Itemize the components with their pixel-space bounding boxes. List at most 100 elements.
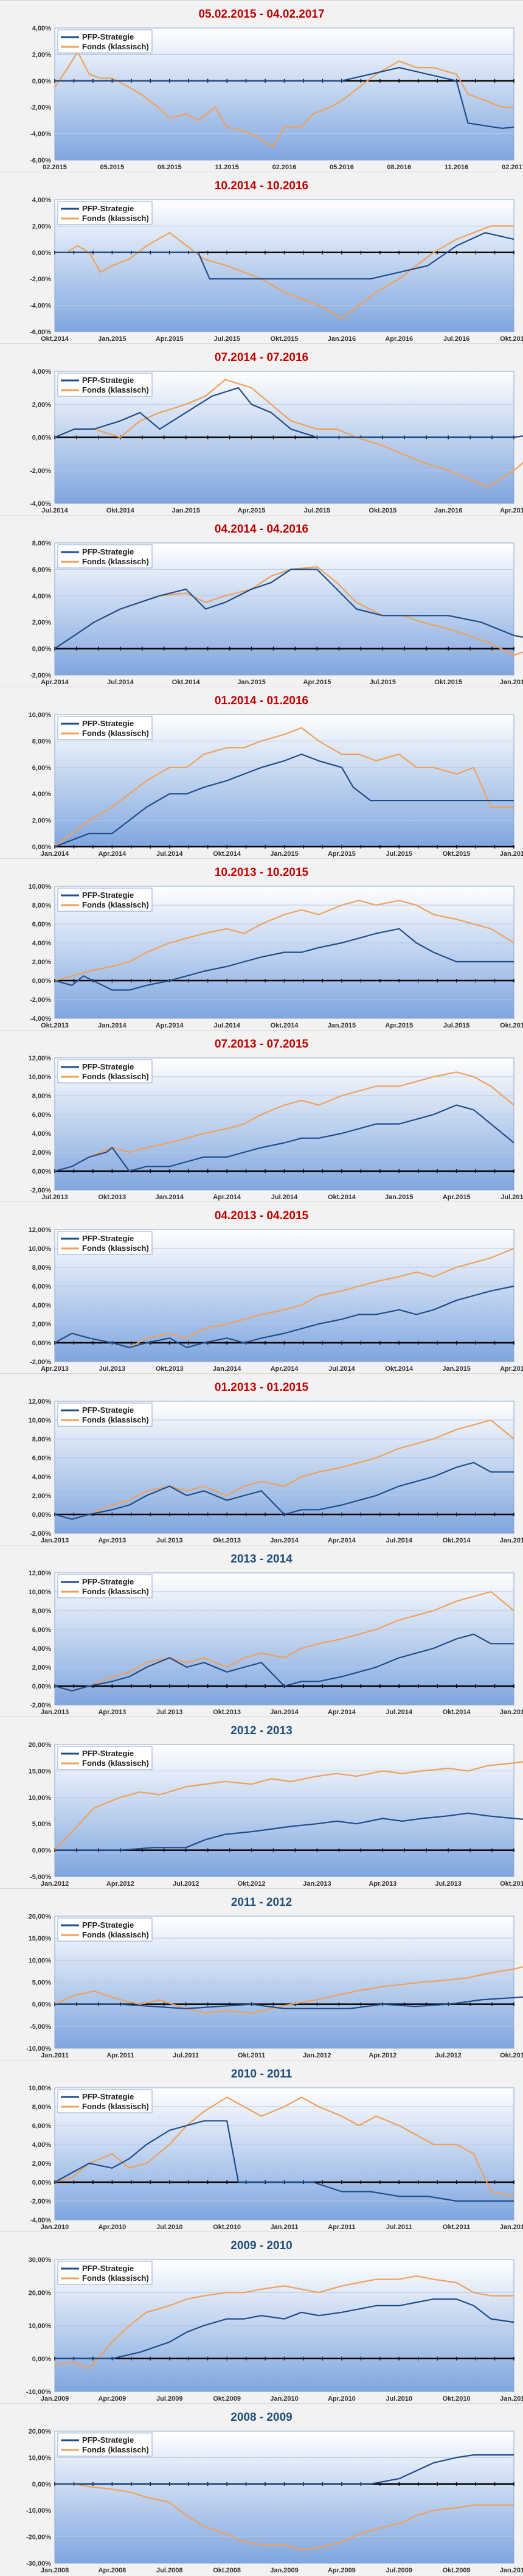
y-tick-label: 4,00% xyxy=(32,1645,51,1653)
y-tick-label: 6,00% xyxy=(32,1455,51,1462)
x-tick-label: Jan.2010 xyxy=(41,2224,69,2231)
x-tick-label: Okt.2015 xyxy=(500,1022,523,1029)
x-tick-label: Jan.2016 xyxy=(500,850,523,858)
legend-label: PFP-Strategie xyxy=(82,204,134,213)
chart-panel: 07.2013 - 07.2015 12,00% 10,00% 8,00% 6,00% 4… xyxy=(0,1030,523,1202)
chart-title: 07.2013 - 07.2015 xyxy=(214,1038,309,1051)
legend-label: Fonds (klassisch) xyxy=(82,385,149,394)
x-tick-label: Jul.2014 xyxy=(213,1022,240,1029)
y-tick-label: 2,00% xyxy=(32,1493,51,1500)
y-tick-label: 4,00% xyxy=(32,2141,51,2149)
chart-title: 2011 - 2012 xyxy=(230,1896,293,1909)
y-tick-label: 8,00% xyxy=(32,540,51,547)
series-line-strategy xyxy=(55,1812,523,1851)
chart-title: 01.2013 - 01.2015 xyxy=(214,1381,309,1394)
x-tick-label: Jul.2013 xyxy=(99,1365,125,1373)
x-tick-label: Jul.2015 xyxy=(500,1194,523,1201)
x-tick-label: Okt.2012 xyxy=(500,2052,523,2059)
chart-svg: 10,00% 8,00% 6,00% 4,00% 2,00% 0,00% -2,00% -4,… xyxy=(29,883,523,1029)
x-tick-label: Apr.2015 xyxy=(500,1365,523,1373)
x-tick-label: Okt.2013 xyxy=(213,1709,241,1716)
x-tick-label: 08.2016 xyxy=(387,164,411,171)
x-tick-label: Jul.2014 xyxy=(107,679,134,686)
y-tick-label: 2,00% xyxy=(32,401,51,408)
x-tick-label: Jan.2014 xyxy=(98,1022,126,1029)
x-tick-label: Okt.2015 xyxy=(443,850,471,858)
legend-label: PFP-Strategie xyxy=(82,719,134,728)
y-tick-label: 0,00% xyxy=(32,78,51,85)
y-tick-label: 10,00% xyxy=(29,883,52,891)
chart-panel: 04.2014 - 04.2016 8,00% 6,00% 4,00% 2,00% 0,0… xyxy=(0,515,523,687)
y-tick-label: 2,00% xyxy=(32,51,51,58)
x-tick-label: Jul.2011 xyxy=(386,2224,412,2231)
x-tick-label: Jan.2015 xyxy=(442,1365,470,1373)
x-tick-label: Okt.2013 xyxy=(41,1022,69,1029)
y-tick-label: -4,00% xyxy=(30,1015,51,1023)
x-tick-label: 02.2015 xyxy=(43,164,67,171)
chart-panel: 2013 - 2014 12,00% 10,00% 8,00% 6,00% 4,00% 2,… xyxy=(0,1545,523,1717)
series-line-strategy xyxy=(54,569,523,649)
x-tick-label: Okt.2014 xyxy=(213,850,241,858)
y-tick-label: -5,00% xyxy=(30,1874,51,1881)
series-line-strategy xyxy=(54,2120,514,2202)
x-tick-label: Jul.2009 xyxy=(156,2395,182,2403)
y-tick-label: 4,00% xyxy=(32,368,51,376)
y-tick-label: 5,00% xyxy=(32,1821,51,1828)
x-tick-label: Apr.2014 xyxy=(328,1537,356,1544)
y-tick-label: 5,00% xyxy=(32,1979,51,1987)
chart-svg: 10,00% 8,00% 6,00% 4,00% 2,00% 0,00%Jan.2014 A… xyxy=(29,712,523,858)
y-tick-label: 6,00% xyxy=(32,1111,51,1119)
legend-box xyxy=(57,1746,153,1770)
x-tick-label: Okt.2009 xyxy=(213,2395,241,2403)
x-tick-label: Apr.2014 xyxy=(213,1194,241,1201)
x-tick-label: Jul.2013 xyxy=(156,1709,182,1716)
y-tick-label: 6,00% xyxy=(32,2123,51,2130)
series-line-fund xyxy=(54,1761,523,1851)
y-tick-label: -2,00% xyxy=(30,672,51,679)
x-tick-label: Okt.2013 xyxy=(500,1880,523,1888)
y-tick-label: 12,00% xyxy=(29,1398,52,1405)
series-line-fund xyxy=(54,727,514,847)
y-tick-label: 10,00% xyxy=(29,1074,52,1081)
chart-svg: 4,00%2,00%0,00%-2,00%-4,00%-6,00%Okt.201… xyxy=(30,197,523,343)
x-tick-label: Jul.2014 xyxy=(328,1365,355,1373)
x-tick-label: Apr.2010 xyxy=(328,2395,356,2403)
x-tick-label: Okt.2013 xyxy=(156,1365,184,1373)
y-tick-label: -10,00% xyxy=(26,2045,51,2053)
x-tick-label: Apr.2008 xyxy=(98,2567,126,2574)
x-tick-label: Jan.2012 xyxy=(500,2224,523,2231)
x-tick-label: Okt.2014 xyxy=(172,679,201,686)
x-tick-label: Jan.2014 xyxy=(270,1709,299,1716)
x-tick-label: Jul.2010 xyxy=(156,2224,182,2231)
x-tick-label: Jul.2015 xyxy=(370,679,396,686)
x-tick-label: 11.2015 xyxy=(215,164,239,171)
legend-label: Fonds (klassisch) xyxy=(82,1587,149,1596)
chart-svg: 20,00%10,00%0,00%-10,00%-20,00%-30,00%Ja… xyxy=(26,2428,523,2574)
y-tick-label: 0,00% xyxy=(32,844,51,851)
chart-svg: 12,00% 10,00% 8,00% 6,00% 4,00% 2,00% 0,00% -2,… xyxy=(29,1398,523,1544)
series-line-fund xyxy=(54,1966,523,2014)
y-tick-label: 12,00% xyxy=(29,1227,52,1234)
x-tick-label: Apr.2015 xyxy=(303,679,331,686)
y-tick-label: 2,00% xyxy=(32,223,51,230)
chart-panel: 01.2014 - 01.2016 10,00% 8,00% 6,00% 4,00% 2,… xyxy=(0,687,523,859)
y-tick-label: 8,00% xyxy=(32,2104,51,2111)
x-tick-label: Jan.2012 xyxy=(41,1880,69,1888)
y-tick-label: -6,00% xyxy=(30,157,51,164)
y-tick-label: -2,00% xyxy=(30,104,51,111)
chart-title: 2009 - 2010 xyxy=(230,2239,293,2252)
x-tick-label: Jan.2014 xyxy=(41,850,69,858)
y-tick-label: 4,00% xyxy=(32,1474,51,1481)
x-tick-label: Jan.2013 xyxy=(41,1537,69,1544)
series-line-fund xyxy=(54,2275,514,2370)
legend-label: PFP-Strategie xyxy=(82,1062,134,1071)
y-tick-label: 4,00% xyxy=(32,593,51,600)
series-line-strategy xyxy=(54,753,514,848)
y-tick-label: -10,00% xyxy=(26,2507,51,2515)
series-line-strategy xyxy=(54,1461,514,1520)
x-tick-label: Okt.2014 xyxy=(41,335,69,343)
y-tick-label: -20,00% xyxy=(26,2534,51,2541)
